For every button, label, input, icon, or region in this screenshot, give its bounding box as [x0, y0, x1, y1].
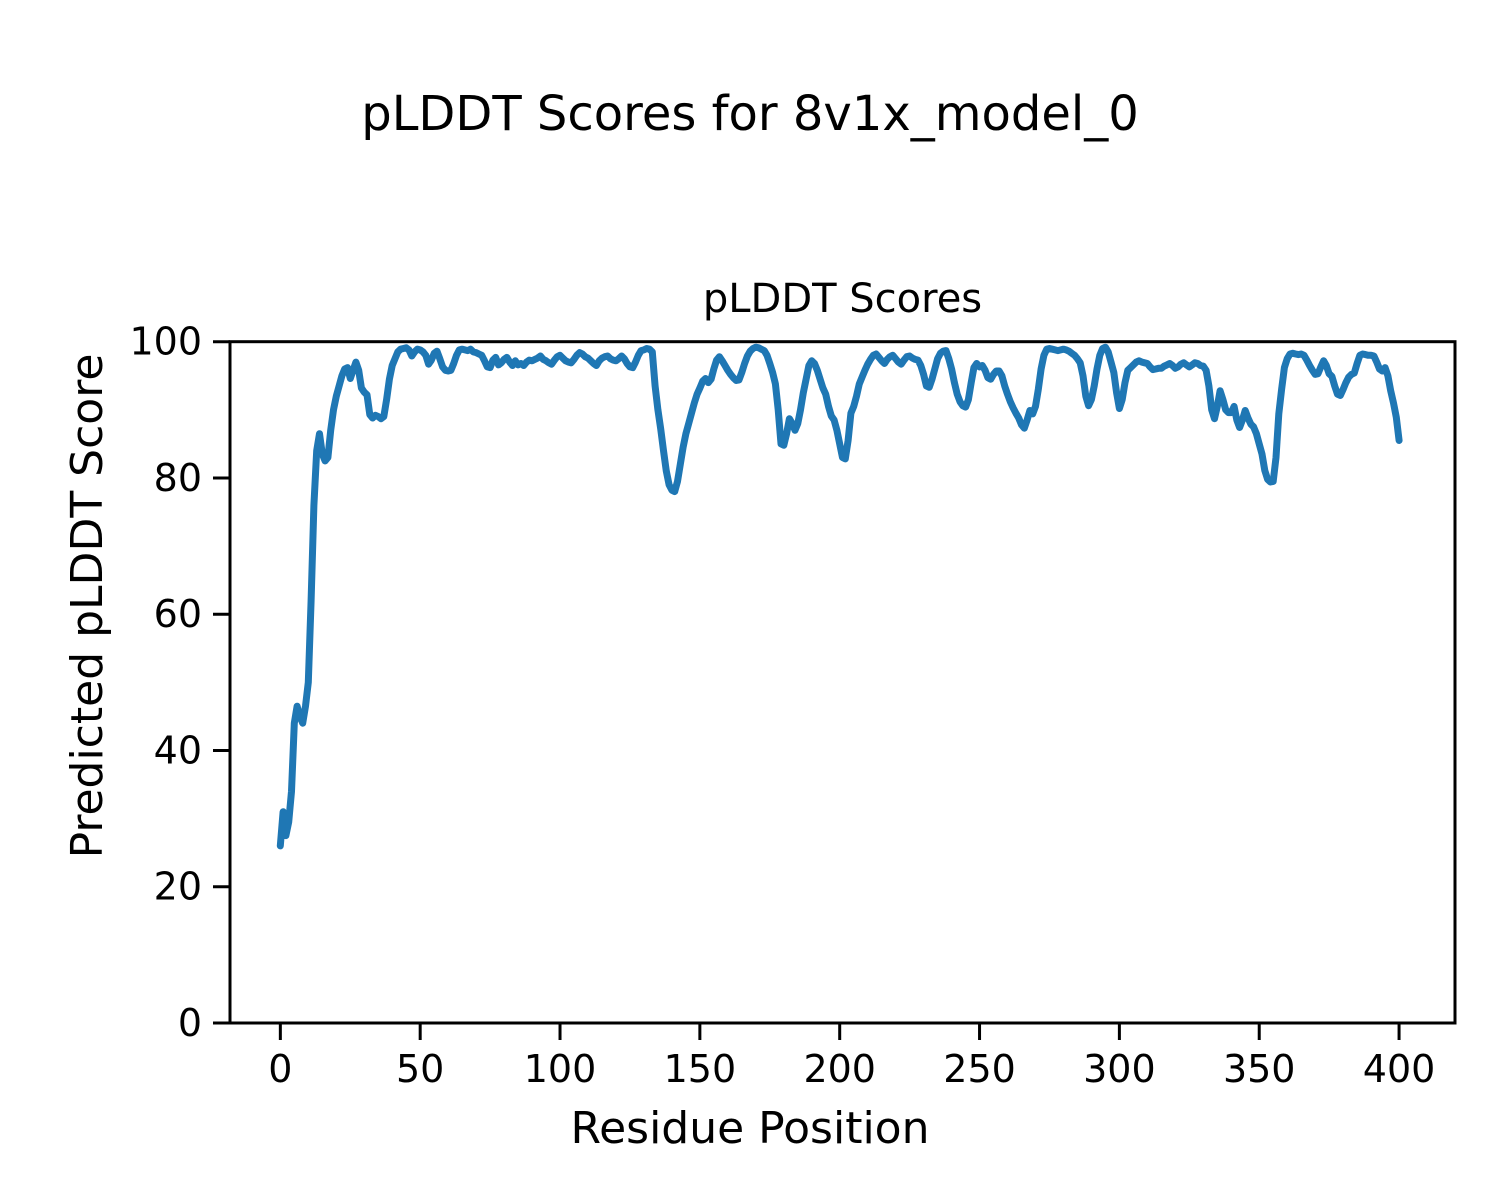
- y-tick-label: 40: [154, 728, 202, 772]
- plddt-line: [276, 343, 1403, 850]
- axes-spines: [228, 340, 1457, 1025]
- y-tick-label: 100: [129, 320, 202, 364]
- x-tick-label: 200: [803, 1047, 876, 1091]
- y-ticks: 0 20 40 60 80 100: [129, 320, 230, 1045]
- x-tick-label: 300: [1083, 1047, 1156, 1091]
- x-tick-label: 0: [268, 1047, 292, 1091]
- x-axis-label: Residue Position: [570, 1103, 930, 1154]
- x-ticks: 0 50 100 150 200 250 300 350 400: [268, 1023, 1435, 1091]
- x-tick-label: 400: [1363, 1047, 1436, 1091]
- y-tick-label: 80: [154, 456, 202, 500]
- figure-title: pLDDT Scores for 8v1x_model_0: [361, 86, 1139, 142]
- x-tick-label: 250: [943, 1047, 1016, 1091]
- x-tick-label: 350: [1223, 1047, 1296, 1091]
- axes-title: pLDDT Scores: [702, 276, 983, 322]
- y-tick-label: 0: [178, 1001, 202, 1045]
- x-tick-label: 100: [524, 1047, 597, 1091]
- x-tick-label: 150: [664, 1047, 737, 1091]
- x-tick-label: 50: [396, 1047, 444, 1091]
- y-tick-label: 20: [154, 865, 202, 909]
- y-tick-label: 60: [154, 592, 202, 636]
